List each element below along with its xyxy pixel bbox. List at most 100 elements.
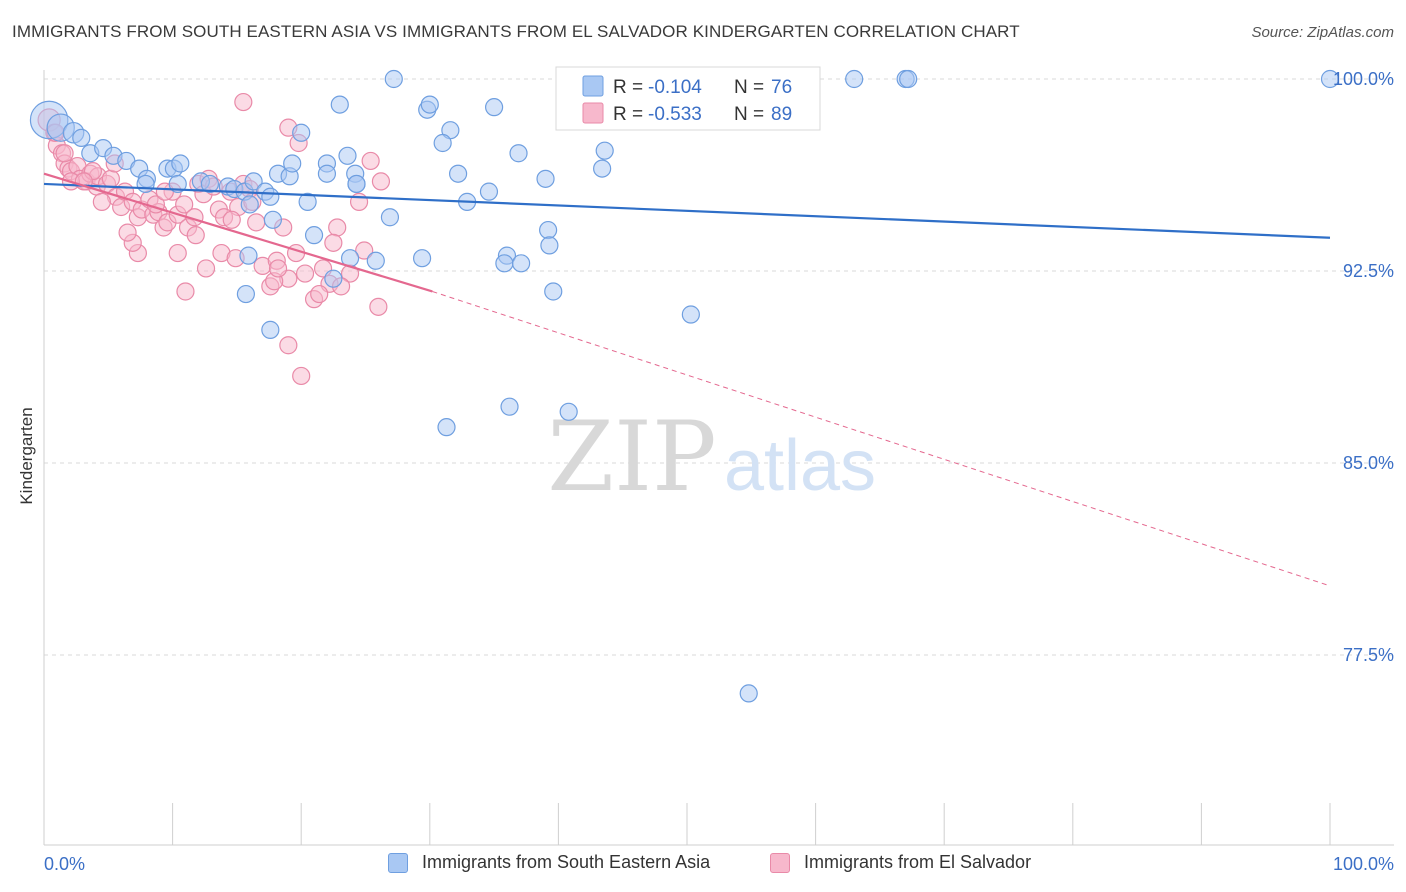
blue-point: [509, 144, 528, 163]
y-tick-label: 92.5%: [1343, 261, 1394, 281]
legend-label-pink: Immigrants from El Salvador: [804, 852, 1032, 872]
blue-point: [261, 320, 280, 339]
pink-point: [295, 264, 315, 283]
gridlines: [44, 78, 1394, 656]
blue-point: [317, 164, 337, 183]
watermark-atlas: atlas: [724, 426, 876, 506]
chart-title: IMMIGRANTS FROM SOUTH EASTERN ASIA VS IM…: [12, 22, 1020, 41]
blue-trend-line: [43, 182, 1331, 239]
y-axis-label: Kindergarten: [17, 407, 36, 504]
blue-point: [240, 195, 259, 214]
blue-point: [324, 269, 343, 288]
pink-point: [292, 366, 311, 386]
blue-point: [338, 146, 357, 165]
pink-point: [101, 169, 120, 188]
blue-point: [485, 98, 504, 117]
y-tick-label: 77.5%: [1343, 645, 1394, 665]
x-tick-label-max: 100.0%: [1333, 854, 1394, 874]
stats-n-label-pink: N =: [734, 104, 764, 125]
blue-point: [292, 123, 311, 142]
blue-point: [261, 187, 280, 206]
pink-point: [371, 172, 391, 191]
blue-point: [539, 220, 558, 240]
blue-point: [239, 246, 258, 265]
y-tick-label: 85.0%: [1343, 453, 1394, 473]
pink-trend-line: [43, 172, 433, 293]
pink-point: [175, 195, 194, 214]
stats-r-value-pink: -0.533: [648, 104, 702, 125]
stats-swatch-pink: [582, 102, 604, 124]
stats-n-label-blue: N =: [734, 77, 764, 98]
pink-point: [268, 259, 288, 278]
legend-swatch-pink: [770, 852, 790, 873]
pink-point: [234, 92, 253, 112]
pink-point: [279, 336, 298, 355]
legend-label-blue: Immigrants from South Eastern Asia: [422, 852, 711, 872]
blue-point: [448, 164, 468, 183]
blue-point: [536, 169, 555, 188]
blue-point: [136, 174, 155, 194]
blue-point: [384, 69, 403, 89]
x-tick-label-min: 0.0%: [44, 854, 85, 874]
stats-r-value-blue: -0.104: [648, 77, 702, 98]
blue-point: [298, 192, 317, 211]
pink-point: [196, 259, 216, 278]
blue-point: [500, 397, 519, 416]
stats-r-label-blue: R =: [613, 77, 643, 98]
blue-point: [479, 182, 499, 201]
pink-point: [310, 284, 329, 304]
pink-point: [186, 226, 205, 245]
blue-point: [540, 236, 559, 255]
stats-swatch-blue: [582, 75, 604, 97]
pink-point: [247, 213, 266, 232]
pink-series-points: [37, 92, 391, 386]
blue-point: [899, 69, 918, 89]
legend-item-south-eastern-asia[interactable]: Immigrants from South Eastern Asia: [388, 852, 710, 873]
stats-legend: R = -0.104 N = 76 R = -0.533 N = 89: [555, 66, 821, 131]
blue-point: [420, 95, 439, 114]
blue-point: [347, 174, 366, 194]
pink-point: [324, 233, 343, 252]
legend-item-el-salvador[interactable]: Immigrants from El Salvador: [770, 852, 1031, 873]
watermark: ZIP atlas: [547, 401, 876, 513]
blue-point: [72, 128, 91, 147]
blue-point: [681, 305, 700, 324]
blue-point: [495, 254, 514, 273]
bottom-legend: Immigrants from South Eastern Asia Immig…: [0, 852, 1406, 878]
blue-point: [330, 95, 349, 114]
y-tick-label: 100.0%: [1333, 69, 1394, 89]
blue-point: [304, 226, 324, 245]
pink-point: [55, 144, 74, 163]
blue-point: [168, 174, 187, 194]
blue-point: [200, 174, 219, 194]
legend-swatch-blue: [388, 852, 408, 873]
pink-point: [118, 223, 137, 242]
watermark-zip: ZIP: [547, 401, 716, 513]
pink-point: [222, 210, 241, 229]
axes: [43, 70, 1394, 846]
blue-point: [1320, 69, 1340, 89]
blue-point: [263, 210, 283, 229]
blue-point: [512, 254, 531, 273]
pink-point: [369, 297, 388, 316]
blue-point: [739, 684, 758, 703]
pink-point: [355, 241, 374, 260]
pink-point: [176, 282, 195, 301]
stats-n-value-pink: 89: [771, 104, 792, 125]
blue-point: [433, 133, 452, 153]
pink-point: [168, 243, 187, 263]
blue-point: [366, 251, 385, 270]
stats-n-value-blue: 76: [771, 77, 792, 98]
pink-point: [92, 192, 111, 211]
pink-point: [328, 218, 347, 237]
trend-lines: [43, 172, 1331, 587]
blue-point: [437, 418, 456, 437]
blue-point: [595, 141, 614, 160]
blue-point: [283, 154, 302, 173]
x-tick-labels: 0.0% 100.0%: [44, 854, 1394, 874]
stats-r-label-pink: R =: [613, 104, 643, 125]
blue-point: [593, 159, 612, 178]
blue-point: [244, 172, 263, 191]
blue-point: [236, 284, 256, 304]
